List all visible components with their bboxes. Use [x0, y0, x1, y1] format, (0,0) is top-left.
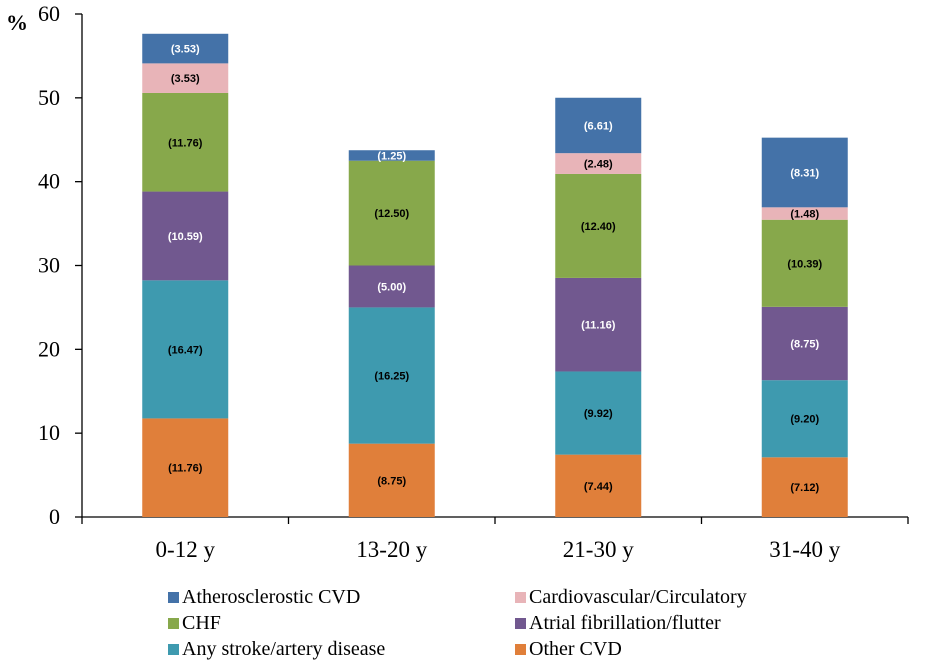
bar-stack: (7.44) (9.92) (11.16) (12.40) (2.48) (6.61): [555, 97, 642, 517]
legend: Atherosclerostic CVD Cardiovascular/Circu…: [168, 586, 747, 660]
bar-segment: [761, 457, 848, 517]
data-label: (11.76): [168, 463, 203, 475]
y-tick-label: 50: [38, 85, 60, 110]
bar-segment: [555, 371, 642, 455]
data-label: (9.20): [790, 414, 819, 426]
data-label: (8.75): [790, 339, 819, 351]
legend-swatch: [515, 644, 526, 655]
x-category-label: 31-40 y: [769, 537, 840, 562]
bar-segment: [142, 63, 229, 93]
x-category-label: 21-30 y: [563, 537, 634, 562]
y-tick-label: 60: [38, 1, 60, 26]
data-label: (11.76): [168, 137, 203, 149]
legend-swatch: [515, 618, 526, 629]
bar-segment: [142, 33, 229, 64]
legend-swatch: [515, 592, 526, 603]
bar-stack: (8.75) (16.25) (5.00) (12.50) (1.25): [348, 150, 435, 517]
bar-segment: [761, 207, 848, 220]
y-tick-label: 10: [38, 420, 60, 445]
bar-segment: [348, 443, 435, 517]
bar-segment: [761, 380, 848, 458]
bar-segment: [142, 191, 229, 281]
data-label: (8.75): [377, 475, 406, 487]
legend-label: Cardiovascular/Circulatory: [529, 586, 747, 608]
data-label: (3.53): [171, 73, 200, 85]
bar-segment: [348, 160, 435, 266]
bar-stack: (11.76) (16.47) (10.59) (11.76) (3.53) (3.53): [142, 33, 229, 517]
legend-label: CHF: [182, 612, 221, 634]
bar-segment: [142, 280, 229, 419]
bar-segment: [348, 307, 435, 444]
bar-segment: [142, 92, 229, 192]
x-axis: 0-12 y 13-20 y 21-30 y 31-40 y: [81, 516, 909, 562]
bar-segment: [761, 137, 848, 208]
data-label: (16.47): [168, 344, 203, 356]
y-tick-label: 20: [38, 336, 60, 361]
y-tick-label: 0: [49, 504, 60, 529]
bar-segment: [348, 265, 435, 308]
bar-segment: [555, 277, 642, 372]
bar-segment: [555, 153, 642, 174]
bar-segment: [348, 150, 435, 161]
data-label: (9.92): [584, 408, 613, 420]
data-label: (7.12): [790, 482, 819, 494]
bar-segment: [761, 306, 848, 381]
legend-label: Any stroke/artery disease: [182, 638, 385, 660]
legend-item: Atherosclerostic CVD: [168, 586, 360, 608]
legend-item: CHF: [168, 612, 221, 634]
data-label: (7.44): [584, 481, 613, 493]
x-category-label: 0-12 y: [156, 537, 216, 562]
y-axis-unit-label: %: [6, 10, 28, 35]
data-label: (6.61): [584, 120, 613, 132]
legend-item: Atrial fibrillation/flutter: [515, 612, 721, 634]
data-label: (10.59): [168, 231, 203, 243]
data-label: (1.48): [790, 209, 819, 221]
bar-segment: [555, 97, 642, 154]
data-label: (8.31): [790, 167, 819, 179]
data-label: (11.16): [581, 320, 616, 332]
bar-stack: (7.12) (9.20) (8.75) (10.39) (1.48) (8.31): [761, 137, 848, 517]
x-category-label: 13-20 y: [356, 537, 427, 562]
data-label: (2.48): [584, 159, 613, 171]
data-label: (10.39): [787, 258, 822, 270]
data-label: (12.40): [581, 221, 616, 233]
legend-item: Any stroke/artery disease: [168, 638, 385, 660]
bars: (11.76) (16.47) (10.59) (11.76) (3.53) (3.53)…: [142, 33, 848, 517]
data-label: (1.25): [377, 150, 406, 162]
legend-swatch: [168, 644, 179, 655]
legend-item: Cardiovascular/Circulatory: [515, 586, 747, 608]
bar-segment: [142, 418, 229, 517]
data-label: (5.00): [377, 281, 406, 293]
legend-swatch: [168, 618, 179, 629]
y-axis: 0 10 20 30 40 50 60: [38, 1, 83, 529]
bar-segment: [555, 173, 642, 278]
data-label: (16.25): [374, 371, 409, 383]
data-label: (12.50): [374, 208, 409, 220]
bar-segment: [555, 454, 642, 517]
legend-swatch: [168, 592, 179, 603]
legend-item: Other CVD: [515, 638, 622, 660]
legend-label: Other CVD: [529, 638, 622, 660]
data-label: (3.53): [171, 44, 200, 56]
legend-label: Atherosclerostic CVD: [182, 586, 360, 608]
y-tick-label: 30: [38, 253, 60, 278]
y-tick-label: 40: [38, 169, 60, 194]
legend-label: Atrial fibrillation/flutter: [529, 612, 721, 634]
bar-segment: [761, 219, 848, 307]
